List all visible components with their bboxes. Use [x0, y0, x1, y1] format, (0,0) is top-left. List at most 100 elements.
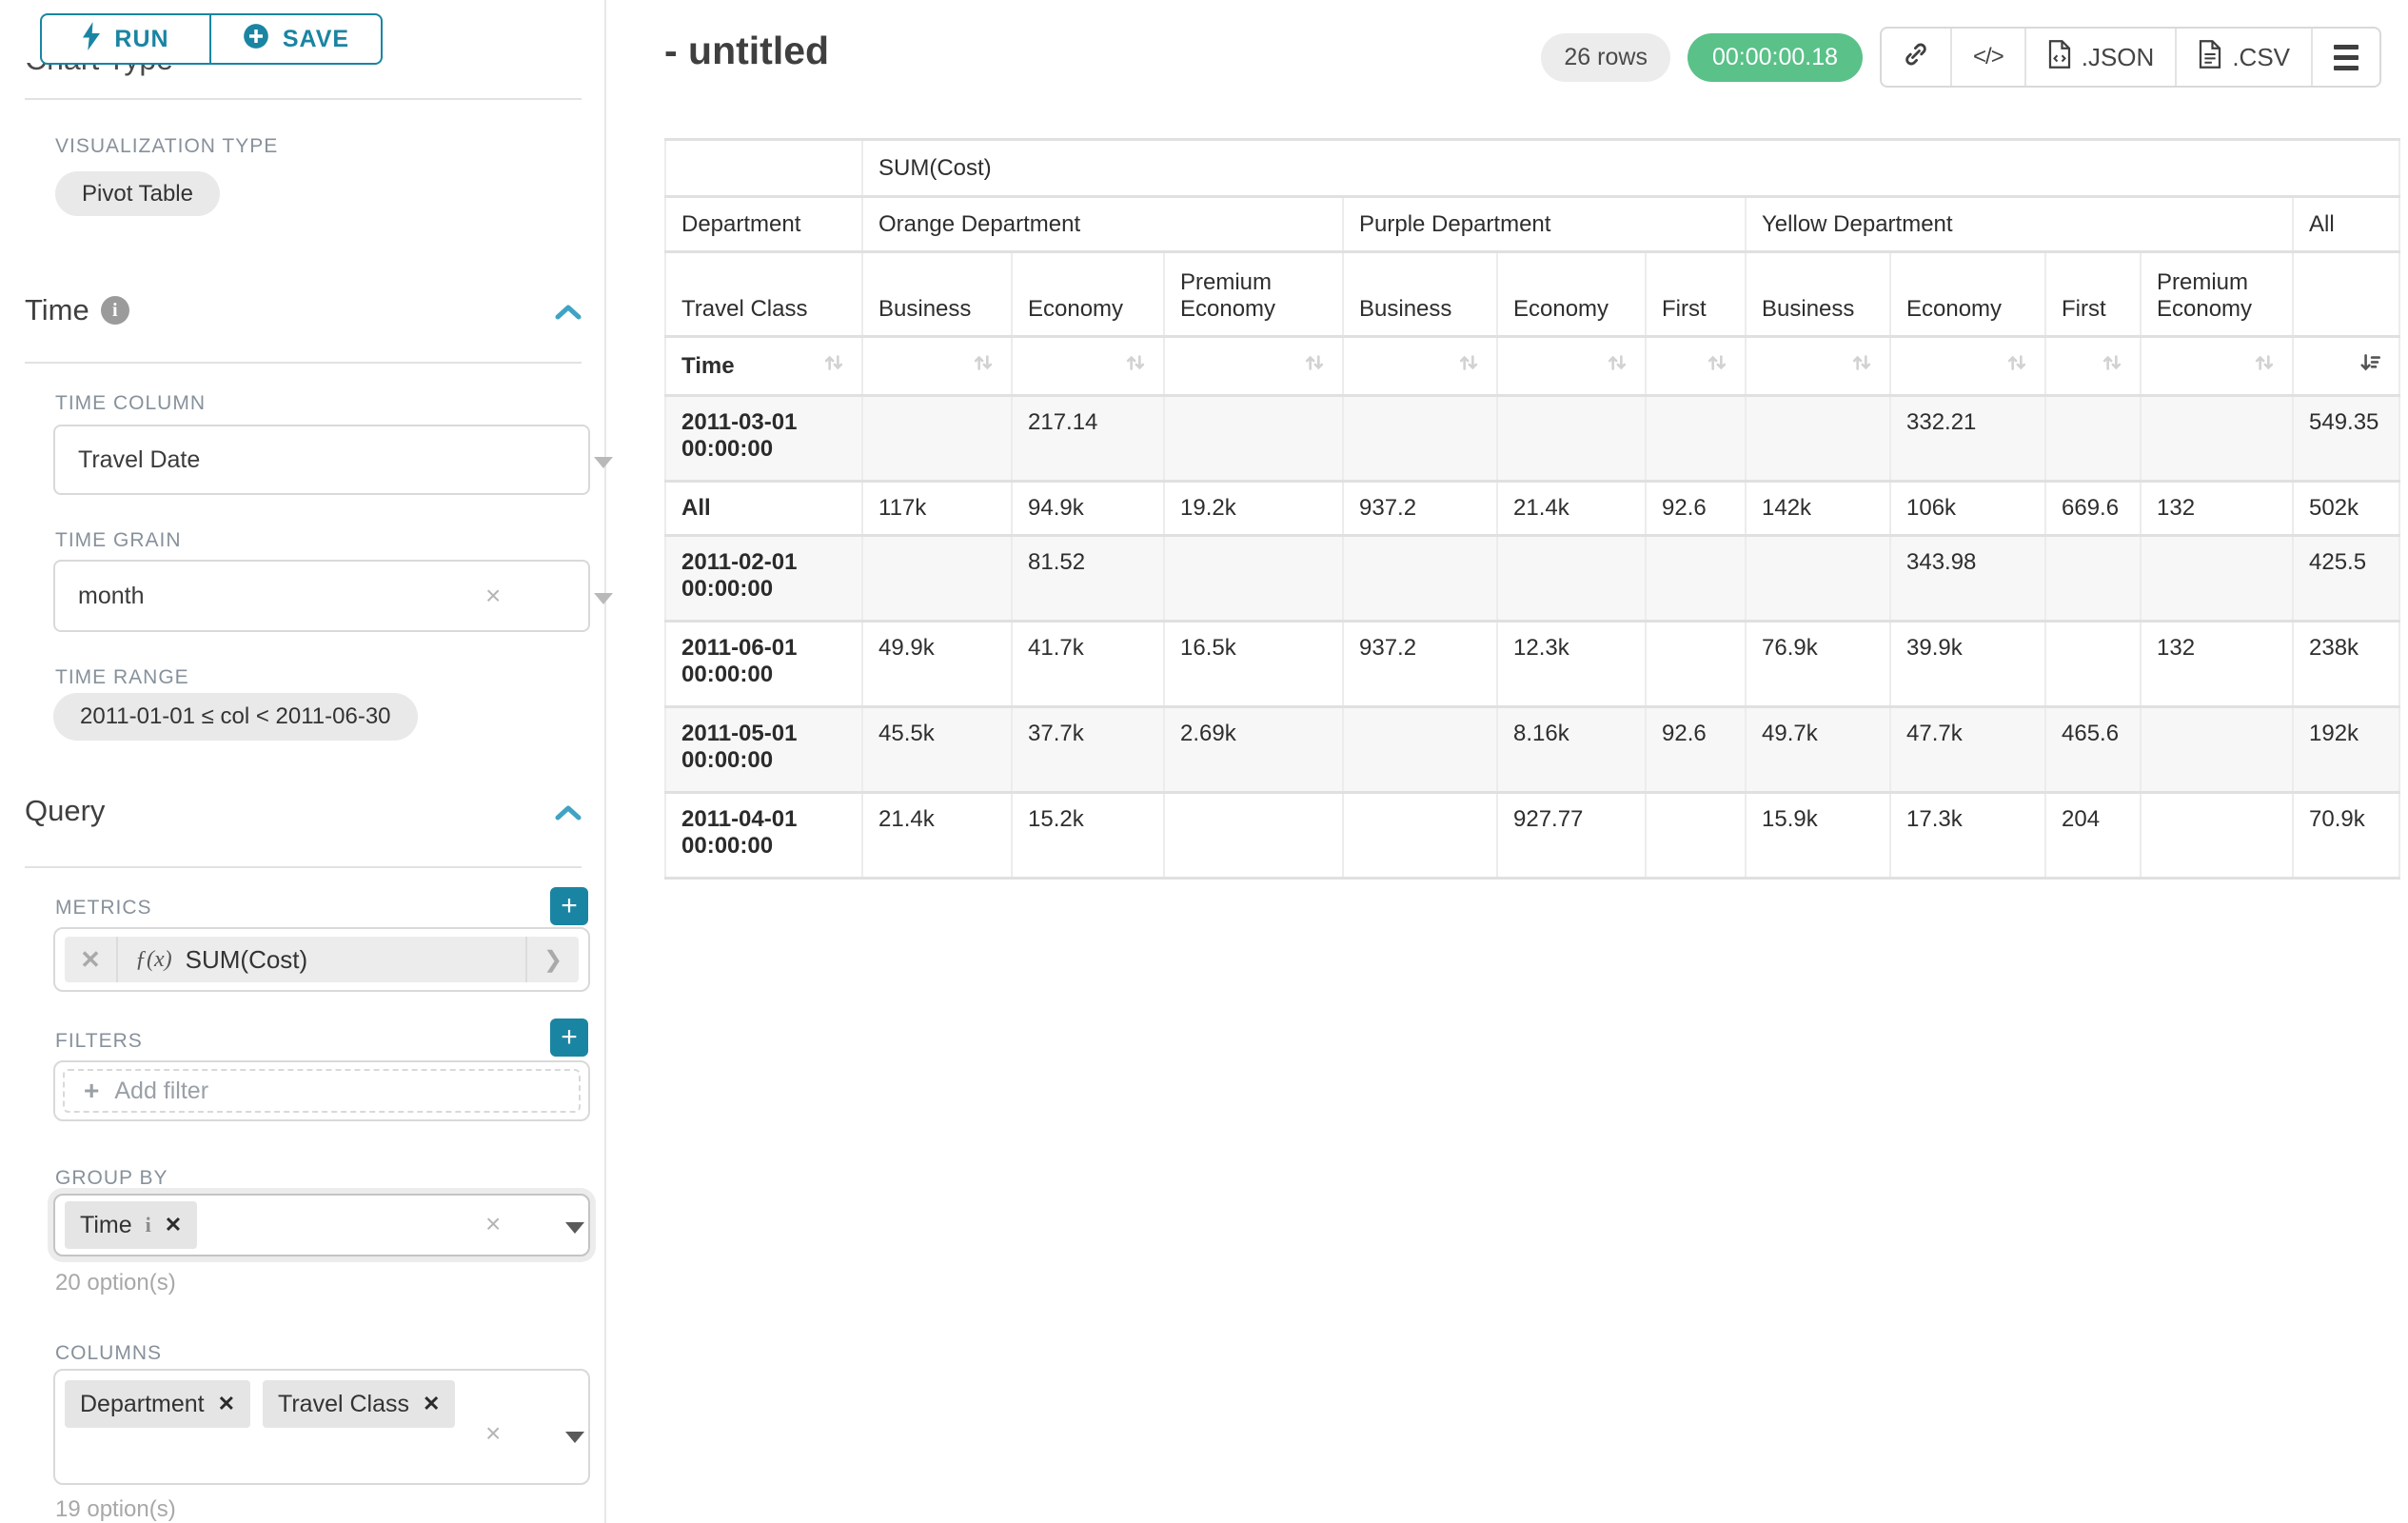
remove-tag-icon[interactable]: ✕ — [217, 1392, 236, 1415]
pivot-cell — [2044, 394, 2142, 483]
pivot-cell: 217.14 — [1011, 394, 1165, 483]
time-column-value: Travel Date — [78, 445, 201, 473]
result-toolbar: 26 rows 00:00:00.18 </> — [1541, 27, 2381, 88]
pivot-corner-cell — [664, 138, 863, 198]
query-duration-badge: 00:00:00.18 — [1687, 32, 1864, 82]
code-icon: </> — [1973, 44, 2004, 69]
pivot-cell: 142k — [1745, 480, 1891, 537]
pivot-cell: 37.7k — [1011, 705, 1165, 794]
pivot-row-label: 2011-04-01 00:00:00 — [664, 791, 863, 880]
pivot-row-label: 2011-02-01 00:00:00 — [664, 534, 863, 623]
columns-tag: Travel Class ✕ — [263, 1380, 456, 1428]
pivot-group-header: Purple Department — [1342, 195, 1747, 253]
remove-tag-icon[interactable]: ✕ — [423, 1392, 441, 1415]
pivot-cell: 49.9k — [861, 620, 1013, 708]
export-json-button[interactable]: .JSON — [2023, 29, 2176, 86]
pivot-cell: 132 — [2140, 480, 2294, 537]
time-grain-select[interactable]: month × — [53, 560, 613, 632]
pivot-cell — [1645, 534, 1747, 623]
pivot-sort-cell — [1645, 335, 1747, 397]
sort-icon[interactable] — [2100, 350, 2124, 382]
link-icon — [1903, 41, 1929, 74]
sort-icon[interactable] — [1302, 350, 1327, 382]
pivot-row: 2011-02-01 00:00:00 81.52 343.98 425.5 — [664, 534, 2401, 623]
sort-descending-icon[interactable] — [2359, 350, 2383, 382]
pivot-col-header: First — [2044, 250, 2142, 338]
time-column-select[interactable]: Travel Date — [53, 425, 613, 495]
pivot-cell: 549.35 — [2291, 394, 2401, 483]
pivot-sort-cell — [1745, 335, 1891, 397]
pivot-row-label: 2011-03-01 00:00:00 — [664, 394, 863, 483]
add-filter-button[interactable]: + Add filter — [63, 1069, 581, 1113]
clear-icon[interactable]: × — [485, 1209, 502, 1238]
pivot-cell: 106k — [1889, 480, 2046, 537]
pivot-sort-cell — [2044, 335, 2142, 397]
copy-link-button[interactable] — [1882, 29, 1950, 86]
sort-icon[interactable] — [1705, 350, 1729, 382]
pivot-col-header: Business — [861, 250, 1013, 338]
pivot-cell: 8.16k — [1496, 705, 1647, 794]
more-options-button[interactable] — [2311, 29, 2379, 86]
remove-tag-icon[interactable]: ✕ — [164, 1213, 183, 1236]
clear-icon[interactable]: × — [485, 1418, 502, 1448]
caret-down-icon — [594, 457, 613, 468]
add-metric-button[interactable]: + — [550, 887, 588, 925]
sort-icon[interactable] — [971, 350, 996, 382]
add-filter-plus-button[interactable]: + — [550, 1019, 588, 1057]
pivot-cell — [1342, 394, 1498, 483]
control-panel-sidebar: Chart Type RUN SAVE VISUALIZ — [0, 0, 613, 1523]
pivot-cell: 39.9k — [1889, 620, 2046, 708]
clear-icon[interactable]: × — [485, 581, 502, 610]
pivot-cell — [1645, 394, 1747, 483]
collapse-chevron-icon[interactable] — [554, 303, 582, 322]
metric-pill[interactable]: ✕ ƒ(x) SUM(Cost) ❯ — [65, 937, 579, 982]
filters-label: FILTERS — [55, 1030, 143, 1052]
save-button[interactable]: SAVE — [211, 13, 383, 65]
bolt-icon — [82, 21, 101, 57]
sort-icon[interactable] — [1456, 350, 1481, 382]
sort-icon[interactable] — [1849, 350, 1874, 382]
pivot-row: 2011-03-01 00:00:00 217.14 332.21 549.35 — [664, 394, 2401, 483]
embed-code-button[interactable]: </> — [1950, 29, 2024, 86]
pivot-col-header: Premium Economy — [2140, 250, 2294, 338]
pivot-cell: 12.3k — [1496, 620, 1647, 708]
columns-select[interactable]: Department ✕ Travel Class ✕ × — [53, 1369, 590, 1485]
run-button[interactable]: RUN — [40, 13, 211, 65]
columns-option-count: 19 option(s) — [55, 1496, 176, 1522]
sort-icon[interactable] — [2252, 350, 2277, 382]
sort-icon[interactable] — [1605, 350, 1629, 382]
pivot-cell — [2140, 705, 2294, 794]
pivot-cell: 238k — [2291, 620, 2401, 708]
sort-icon[interactable] — [821, 350, 846, 382]
time-grain-value: month — [78, 582, 145, 609]
visualization-type-pill[interactable]: Pivot Table — [55, 171, 220, 216]
metrics-box: ✕ ƒ(x) SUM(Cost) ❯ — [53, 927, 590, 992]
pivot-cell: 465.6 — [2044, 705, 2142, 794]
row-count-badge: 26 rows — [1541, 32, 1670, 82]
caret-down-icon[interactable] — [565, 1222, 584, 1234]
chevron-right-icon[interactable]: ❯ — [525, 937, 579, 982]
pivot-cell: 16.5k — [1163, 620, 1344, 708]
pivot-cell — [1163, 534, 1344, 623]
group-by-select[interactable]: Time i ✕ × — [53, 1194, 590, 1256]
pivot-cell: 192k — [2291, 705, 2401, 794]
pivot-col-header: First — [1645, 250, 1747, 338]
collapse-chevron-icon[interactable] — [554, 803, 582, 822]
caret-down-icon[interactable] — [565, 1432, 584, 1443]
sort-icon[interactable] — [1123, 350, 1148, 382]
plus-icon: + — [561, 1021, 578, 1053]
time-range-pill[interactable]: 2011-01-01 ≤ col < 2011-06-30 — [53, 693, 418, 741]
time-grain-label: TIME GRAIN — [55, 529, 182, 551]
remove-metric-icon[interactable]: ✕ — [65, 937, 118, 982]
sidebar-topbar: RUN SAVE — [0, 0, 604, 65]
pivot-group-header: Yellow Department — [1745, 195, 2294, 253]
menu-icon — [2334, 44, 2359, 70]
pivot-cell: 927.77 — [1496, 791, 1647, 880]
visualization-type-label: VISUALIZATION TYPE — [55, 135, 279, 157]
pivot-col-header: Economy — [1011, 250, 1165, 338]
pivot-cell: 21.4k — [861, 791, 1013, 880]
pivot-sort-cell — [1342, 335, 1498, 397]
export-csv-button[interactable]: .CSV — [2175, 29, 2311, 86]
divider — [25, 98, 582, 100]
sort-icon[interactable] — [2004, 350, 2029, 382]
